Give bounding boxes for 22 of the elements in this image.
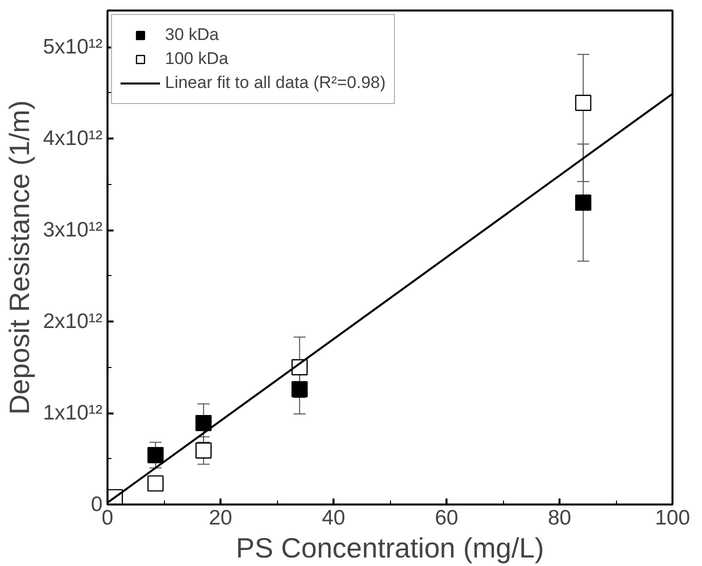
legend-label: 100 kDa xyxy=(165,48,228,70)
y-tick-label: 4x10¹² xyxy=(42,127,103,150)
point xyxy=(575,194,592,211)
y-tick-label: 2x10¹² xyxy=(42,310,103,334)
y-tick-label: 1x10¹² xyxy=(42,402,103,425)
point xyxy=(575,94,592,111)
y-axis-title: Deposit Resistance (1/m) xyxy=(4,100,35,415)
y-tick-label: 3x10¹² xyxy=(42,218,103,242)
x-tick-label: 20 xyxy=(208,506,232,530)
point xyxy=(195,414,212,432)
legend-label: 30 kDa xyxy=(165,24,219,46)
x-tick-label: 60 xyxy=(434,506,458,530)
point xyxy=(147,447,164,464)
legend-label: Linear fit to all data (R²=0.98) xyxy=(165,72,386,94)
x-tick-label: 80 xyxy=(548,506,572,530)
point xyxy=(195,442,212,459)
point xyxy=(292,381,308,398)
x-axis-title: PS Concentration (mg/L) xyxy=(236,532,544,564)
point xyxy=(147,475,164,492)
y-tick-label: 5x10¹² xyxy=(42,36,103,59)
x-tick-label: 40 xyxy=(322,506,346,530)
x-tick-label: 100 xyxy=(654,506,690,530)
